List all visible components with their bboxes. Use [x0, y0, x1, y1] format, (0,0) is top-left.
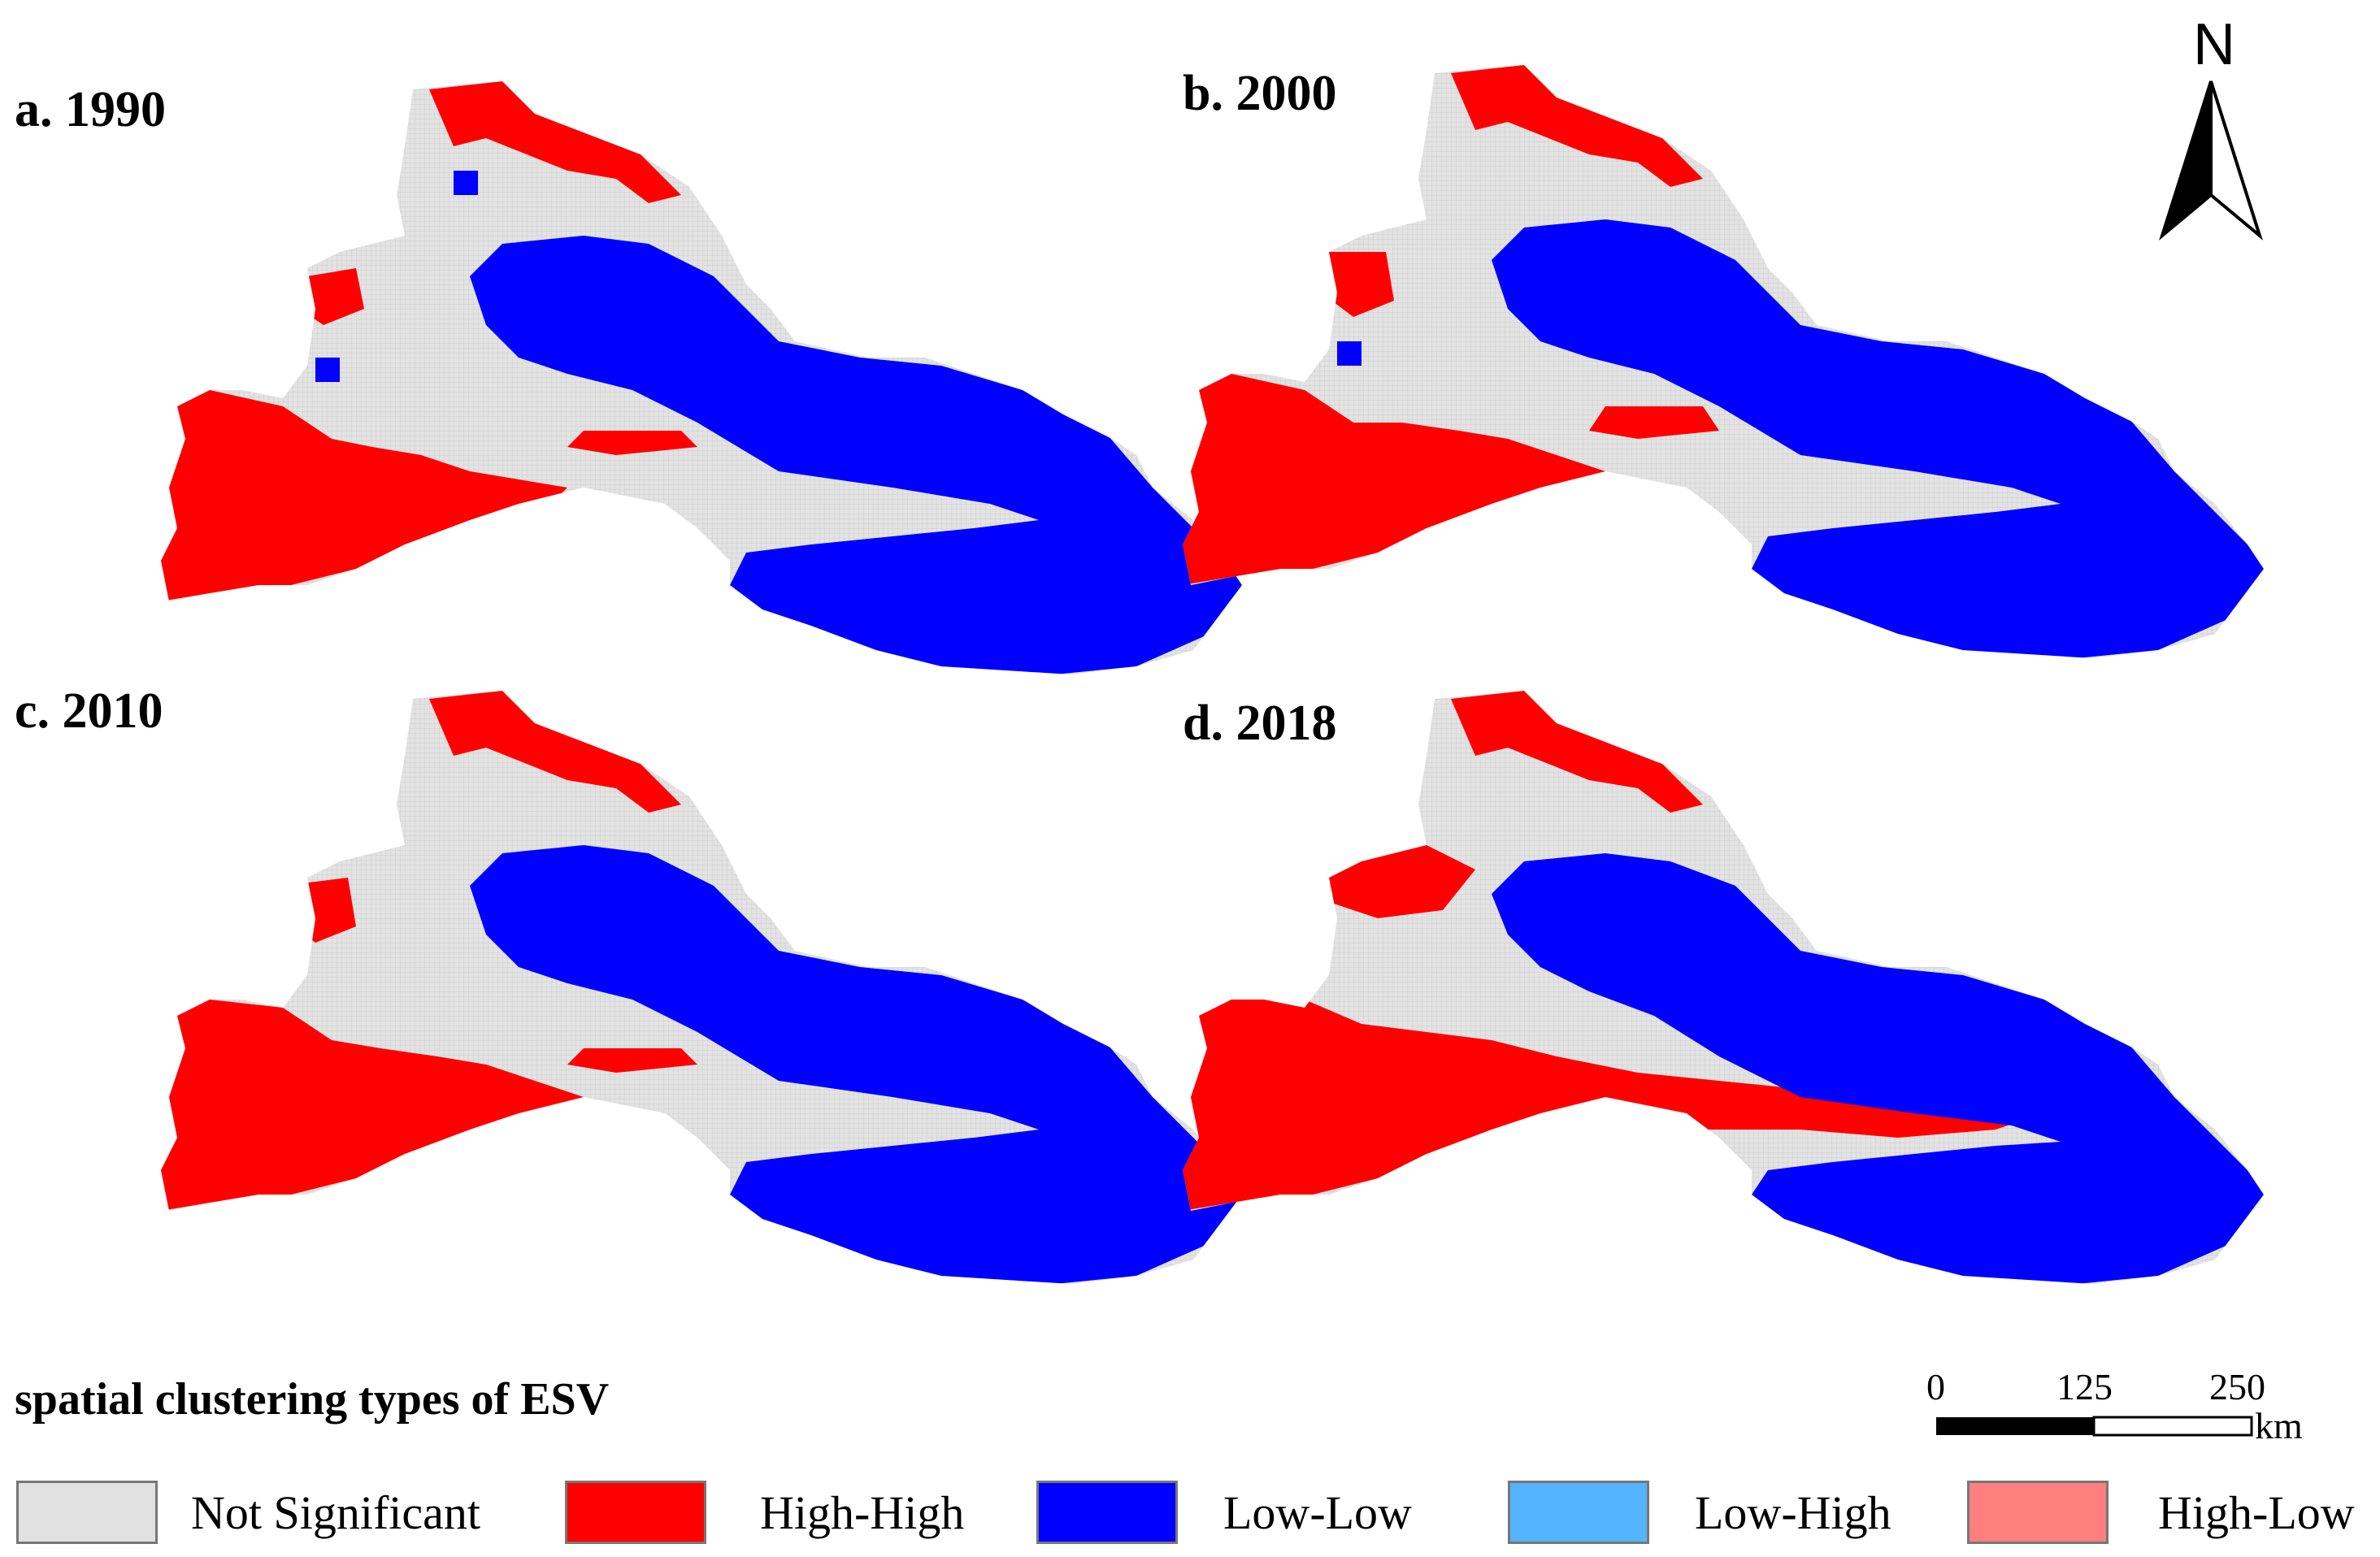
legend-label: High-Low	[2158, 1486, 2355, 1539]
legend-swatch	[1508, 1481, 1649, 1544]
map-2018	[1183, 691, 2264, 1284]
legend-title: spatial clustering types of ESV	[15, 1374, 610, 1425]
panel-label-1990: a. 1990	[15, 82, 166, 137]
panel-label-2010: c. 2010	[15, 683, 163, 739]
legend-label: Low-Low	[1223, 1486, 1412, 1539]
legend-item-high-low: High-Low	[1967, 1481, 2378, 1550]
scale-unit: km	[2255, 1405, 2303, 1446]
scale-bar-graphic	[1936, 1416, 2253, 1437]
legend-item-low-low: Low-Low	[1036, 1481, 1475, 1550]
legend-swatch	[1967, 1481, 2109, 1544]
scale-tick-0: 0	[1926, 1366, 1945, 1407]
north-arrow-letter: N	[2193, 12, 2235, 77]
map-1990	[161, 81, 1242, 674]
panel-label-2018: d. 2018	[1183, 696, 1337, 751]
legend-swatch	[1036, 1481, 1178, 1544]
scale-bar: 0 125 250 km	[1926, 1365, 2349, 1455]
scale-tick-125: 125	[2056, 1366, 2113, 1407]
panel-label-2000: b. 2000	[1183, 66, 1337, 121]
map-2010	[161, 691, 1242, 1284]
legend-swatch	[565, 1481, 706, 1544]
legend-item-low-high: Low-High	[1508, 1481, 1947, 1550]
legend-item-high-high: High-High	[565, 1481, 1020, 1550]
legend-item-not-significant: Not Significant	[16, 1481, 520, 1550]
north-arrow-icon	[2159, 80, 2263, 241]
legend-swatch	[16, 1481, 158, 1544]
legend-label: Not Significant	[191, 1486, 481, 1539]
map-2000	[1183, 65, 2264, 658]
scale-tick-250: 250	[2209, 1366, 2265, 1407]
legend-label: Low-High	[1695, 1486, 1891, 1539]
legend-label: High-High	[760, 1486, 965, 1539]
